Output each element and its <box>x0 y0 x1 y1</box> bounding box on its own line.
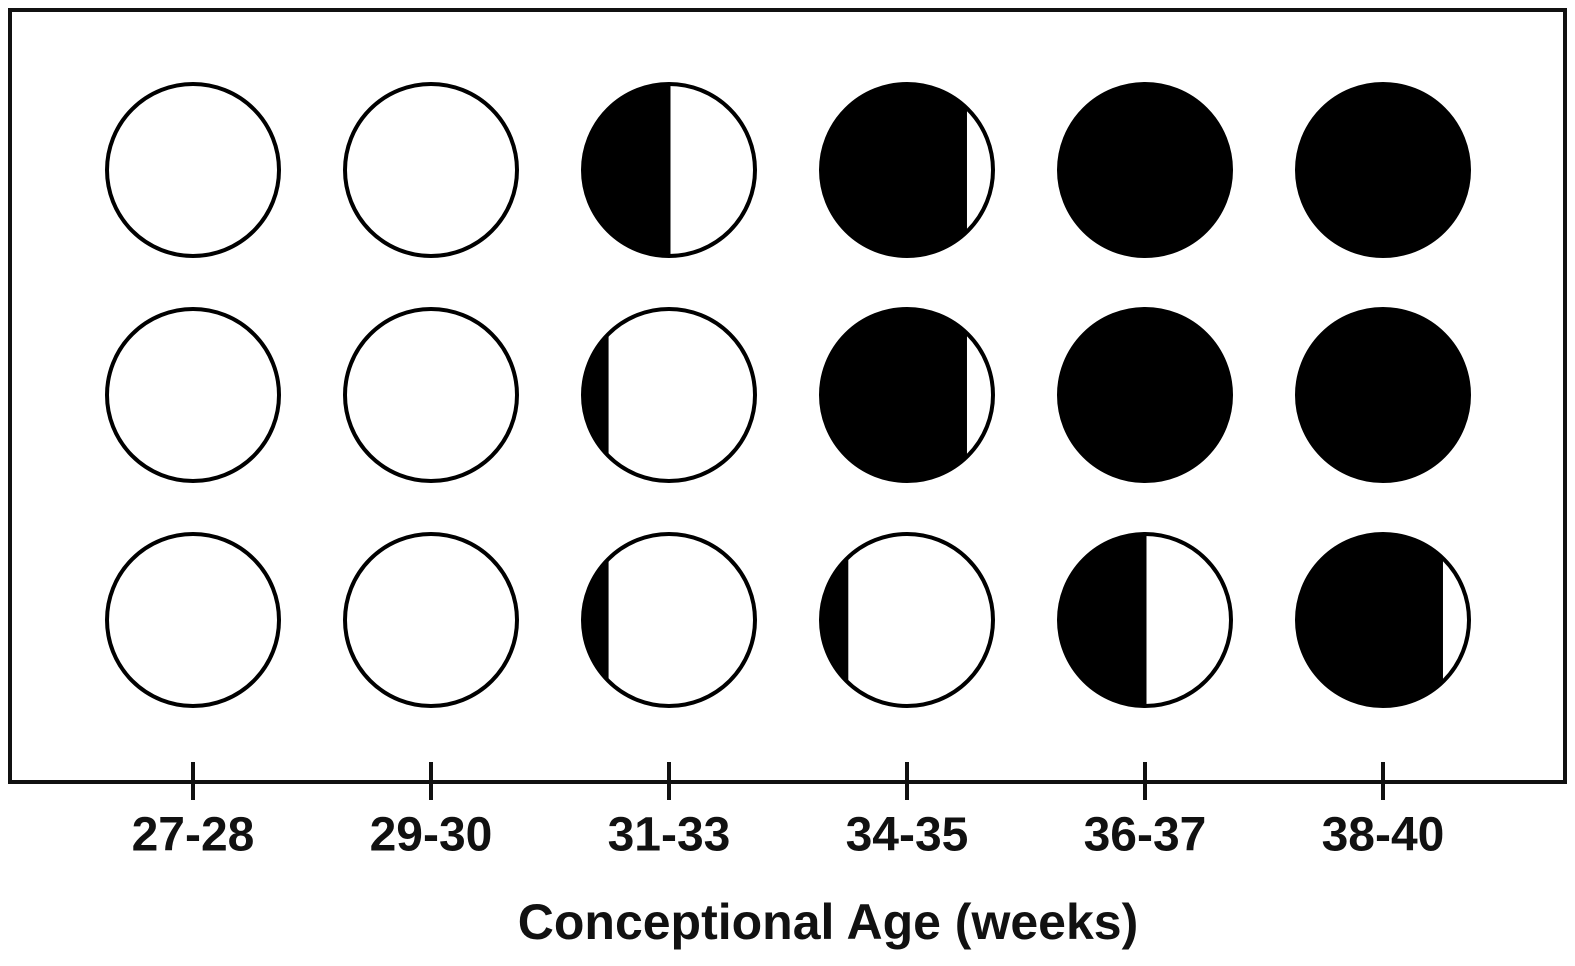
dark-portion <box>1297 309 1469 481</box>
circle-outline <box>581 532 757 708</box>
circle-outline <box>105 307 281 483</box>
circle-outline <box>819 532 995 708</box>
circle-outline <box>819 82 995 258</box>
x-tick-label: 34-35 <box>846 809 969 862</box>
x-tick-label: 29-30 <box>370 809 493 862</box>
circle-outline <box>581 82 757 258</box>
circle-bg <box>345 84 517 256</box>
dark-portion <box>1059 309 1231 481</box>
circle-bg <box>107 309 279 481</box>
circle-outline <box>581 307 757 483</box>
x-axis-label: Conceptional Age (weeks) <box>518 894 1138 950</box>
circle-outline <box>1295 532 1471 708</box>
circle-outline <box>105 532 281 708</box>
circle-outline <box>343 532 519 708</box>
circle-outline <box>105 82 281 258</box>
circle-bg <box>345 534 517 706</box>
circle-bg <box>583 309 755 481</box>
circle-bg <box>821 534 993 706</box>
circle-outline <box>1295 82 1471 258</box>
circle-outline <box>1057 82 1233 258</box>
x-tick-label: 36-37 <box>1084 809 1207 862</box>
circle-outline <box>1057 307 1233 483</box>
dark-portion <box>1297 534 1442 706</box>
dark-portion <box>1059 84 1231 256</box>
circle-bg <box>345 309 517 481</box>
circle-bg <box>583 534 755 706</box>
x-tick-label: 31-33 <box>608 809 731 862</box>
dark-portion <box>821 309 966 481</box>
dark-portion <box>821 84 966 256</box>
x-tick-label: 38-40 <box>1322 809 1445 862</box>
circle-outline <box>1295 307 1471 483</box>
circle-bg <box>107 84 279 256</box>
circle-outline <box>343 307 519 483</box>
circle-outline <box>343 82 519 258</box>
circle-bg <box>107 534 279 706</box>
dark-portion <box>583 84 669 256</box>
frame <box>8 8 1567 784</box>
x-tick-label: 27-28 <box>132 809 255 862</box>
circle-outline <box>819 307 995 483</box>
dark-portion <box>1297 84 1469 256</box>
dark-portion <box>1059 534 1145 706</box>
dark-portion <box>583 309 608 481</box>
circle-outline <box>1057 532 1233 708</box>
dark-portion <box>583 534 608 706</box>
